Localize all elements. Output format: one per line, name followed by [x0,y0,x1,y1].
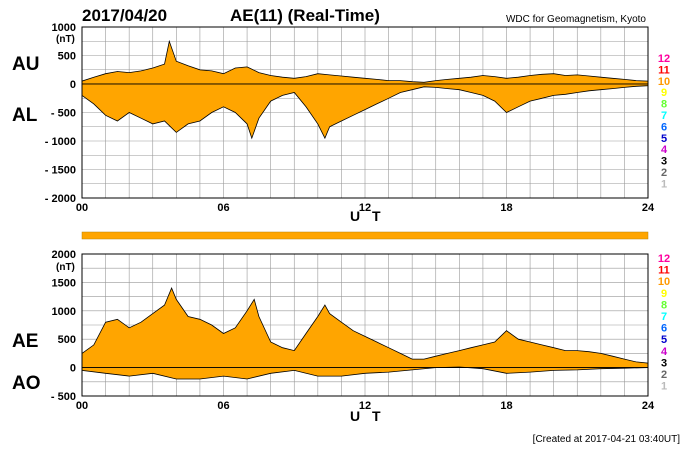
au-al-plot-frame [81,26,649,199]
station-count-label: 7 [661,311,667,323]
organization-label: WDC for Geomagnetism, Kyoto [506,14,646,25]
au-al-unit-label: (nT) [56,34,75,45]
station-count-label: 12 [658,253,670,265]
station-count-label: 6 [661,323,667,335]
y-tick-label: 1000 [52,22,76,34]
created-timestamp: [Created at 2017-04-21 03:40UT] [533,434,681,445]
x-tick-label: 06 [217,202,229,214]
station-count-label: 9 [661,288,667,300]
station-count-label: 4 [661,346,668,358]
au-al-y-ticks: 1000 500 0 - 500 - 1000 - 1500 - 2000 [45,22,76,205]
station-count-label: 3 [661,156,667,168]
ao-side-label: AO [12,373,41,394]
y-tick-label: - 500 [51,108,76,120]
y-tick-label: - 1500 [45,165,76,177]
station-count-label: 7 [661,110,667,122]
station-count-label: 10 [658,76,670,88]
ae-side-label: AE [12,331,38,352]
al-series-area [81,83,649,140]
au-series-area [81,39,649,85]
station-count-label: 8 [661,299,667,311]
station-count-label: 8 [661,99,667,111]
ae-ao-x-axis-label: U T [350,408,385,424]
data-availability-bar [81,231,649,240]
station-count-label: 1 [661,381,667,393]
au-side-label: AU [12,54,39,75]
station-count-label: 1 [661,178,667,190]
x-tick-label: 18 [500,202,512,214]
x-tick-label: 24 [642,400,655,412]
station-count-label: 2 [661,369,667,381]
index-title: AE(11) (Real-Time) [230,6,380,25]
y-tick-label: - 2000 [45,193,76,205]
y-tick-label: 500 [58,51,76,63]
y-tick-label: 2000 [52,249,76,261]
date-title: 2017/04/20 [82,6,167,25]
station-count-label: 11 [658,64,670,76]
x-tick-label: 18 [500,400,512,412]
au-al-x-ticks: 00 06 12 18 24 [76,202,655,214]
station-count-label: 2 [661,167,667,179]
station-count-label: 6 [661,121,667,133]
x-tick-label: 12 [359,400,371,412]
x-tick-label: 00 [76,202,88,214]
y-tick-label: 500 [58,334,76,346]
station-count-label: 4 [661,144,668,156]
y-tick-label: 1500 [52,277,76,289]
ae-ao-unit-label: (nT) [56,262,75,273]
x-tick-label: 00 [76,400,88,412]
station-count-label: 10 [658,276,670,288]
x-tick-label: 24 [642,202,655,214]
y-tick-label: - 1000 [45,136,76,148]
ao-series-area [81,366,649,380]
station-count-label: 12 [658,53,670,65]
station-count-label: 11 [658,265,670,277]
al-side-label: AL [12,105,38,126]
y-tick-label: 0 [70,363,76,375]
x-tick-label: 06 [217,400,229,412]
ae-ao-x-ticks: 00 06 12 18 24 [76,400,655,412]
ae-ao-y-ticks: 2000 1500 1000 500 0 - 500 [51,249,76,403]
x-tick-label: 12 [359,202,371,214]
ae-ao-plot-frame [81,253,649,397]
y-tick-label: 1000 [52,306,76,318]
station-count-label: 3 [661,357,667,369]
station-count-label: 5 [661,133,667,145]
y-tick-label: - 500 [51,391,76,403]
station-count-label: 9 [661,87,667,99]
ae-series-area [81,287,649,368]
au-al-x-axis-label: U T [350,208,385,224]
station-count-label: 5 [661,334,667,346]
y-tick-label: 0 [70,79,76,91]
